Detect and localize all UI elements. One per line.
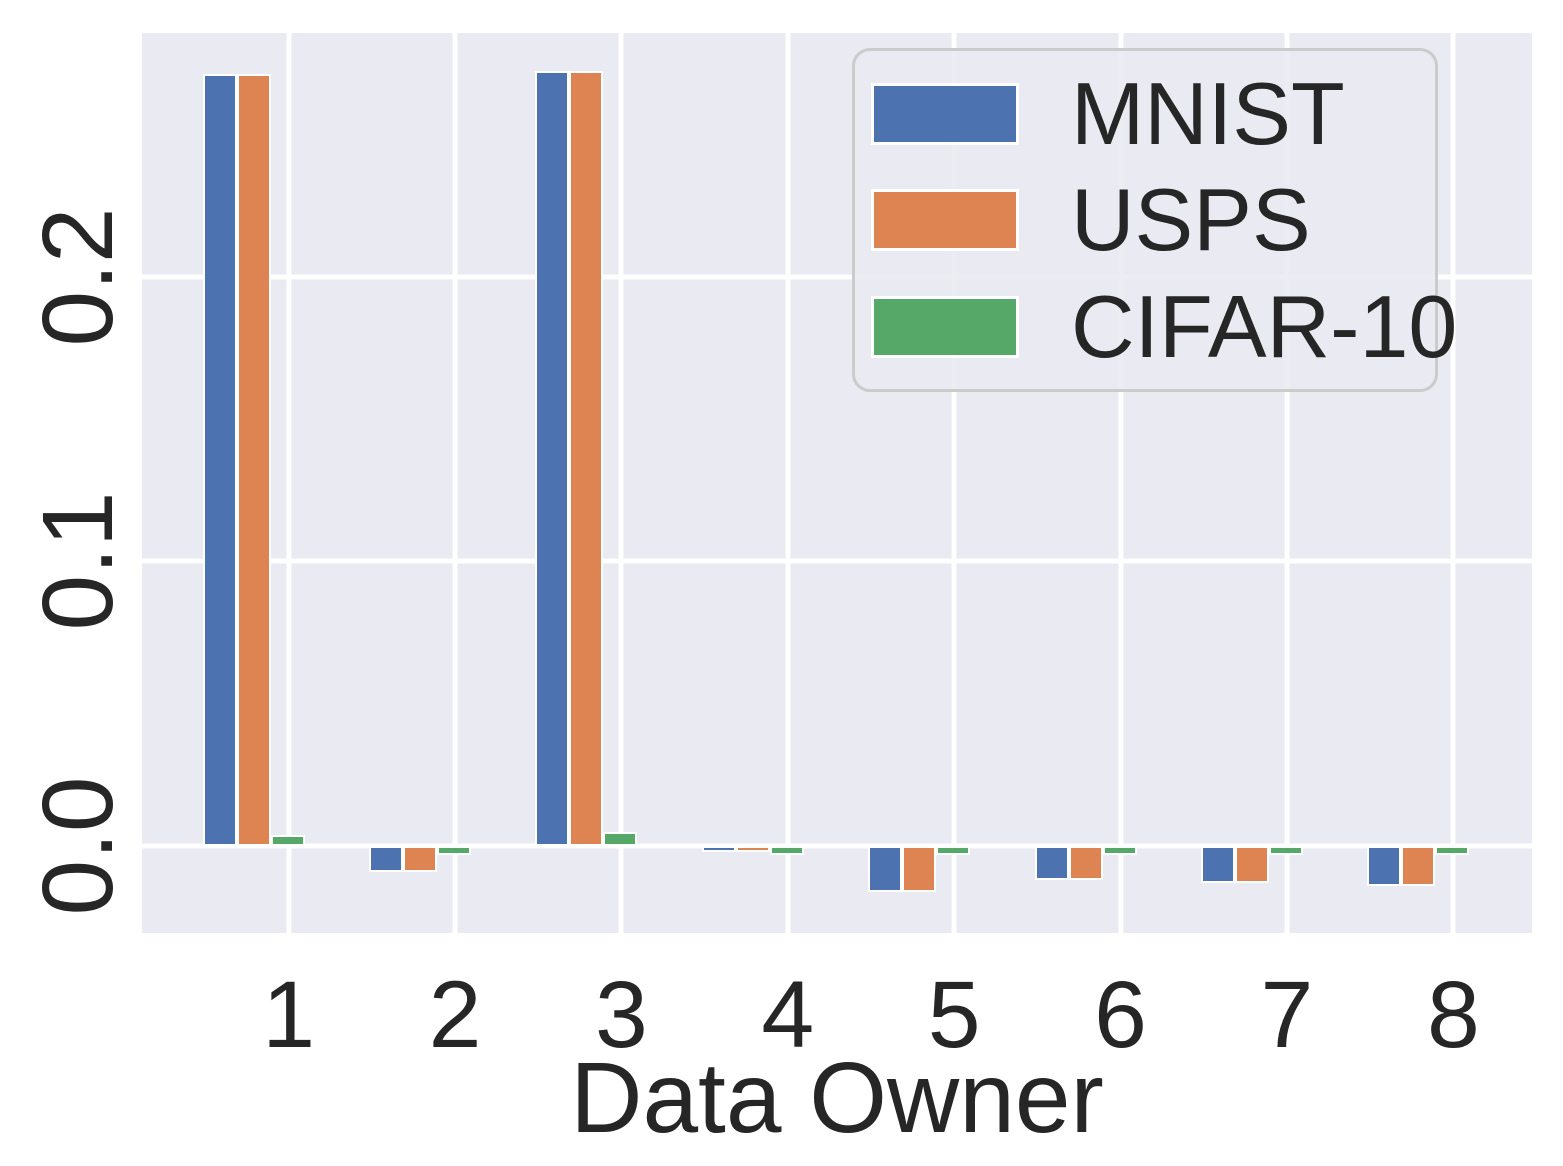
y-tick-label-0.2: 0.2 — [22, 206, 134, 347]
bar-USPS-owner-3 — [569, 71, 604, 847]
gridline-x-2 — [452, 33, 458, 933]
x-tick-label-1: 1 — [262, 962, 316, 1068]
legend-swatch-USPS — [871, 189, 1019, 251]
bar-USPS-owner-1 — [236, 74, 271, 847]
x-tick-label-8: 8 — [1426, 962, 1480, 1068]
gridline-x-6 — [1118, 33, 1124, 933]
x-tick-label-4: 4 — [761, 962, 815, 1068]
bar-MNIST-owner-1 — [202, 74, 237, 847]
bar-MNIST-owner-4 — [701, 846, 736, 852]
bar-CIFAR-10-owner-3 — [603, 831, 638, 847]
x-tick-label-5: 5 — [927, 962, 981, 1068]
gridline-x-1 — [286, 33, 292, 933]
bar-MNIST-owner-8 — [1367, 846, 1402, 886]
bar-CIFAR-10-owner-5 — [936, 846, 971, 855]
bar-CIFAR-10-owner-1 — [270, 834, 305, 847]
gridline-x-7 — [1284, 33, 1290, 933]
legend-label-CIFAR-10: CIFAR-10 — [1071, 276, 1458, 376]
x-tick-label-2: 2 — [428, 962, 482, 1068]
bar-MNIST-owner-2 — [369, 846, 404, 872]
gridline-y-0.1 — [142, 558, 1532, 564]
bar-CIFAR-10-owner-8 — [1435, 846, 1470, 855]
x-tick-label-3: 3 — [595, 962, 648, 1068]
bar-USPS-owner-6 — [1068, 846, 1103, 881]
x-axis-label: Data Owner — [570, 1042, 1104, 1154]
gridline-y-0.2 — [142, 274, 1532, 279]
bar-MNIST-owner-5 — [868, 846, 903, 892]
legend-swatch-CIFAR-10 — [871, 295, 1019, 358]
bar-MNIST-owner-7 — [1200, 846, 1235, 884]
x-tick-label-6: 6 — [1094, 962, 1148, 1068]
x-tick-label-7: 7 — [1260, 962, 1314, 1068]
bar-MNIST-owner-3 — [535, 71, 570, 847]
legend-label-USPS: USPS — [1071, 170, 1311, 269]
bar-MNIST-owner-6 — [1034, 846, 1069, 881]
legend-item-CIFAR-10: CIFAR-10 — [855, 282, 1457, 371]
bar-USPS-owner-7 — [1234, 846, 1269, 884]
legend-label-MNIST: MNIST — [1071, 63, 1345, 163]
bar-USPS-owner-5 — [902, 846, 937, 892]
bar-CIFAR-10-owner-7 — [1268, 846, 1303, 855]
bar-CIFAR-10-owner-6 — [1102, 846, 1137, 855]
bar-USPS-owner-2 — [403, 846, 438, 872]
gridline-x-3 — [618, 33, 624, 933]
legend-item-USPS: USPS — [855, 176, 1435, 264]
y-tick-label-0.0: 0.0 — [22, 776, 134, 916]
bar-CIFAR-10-owner-2 — [437, 846, 472, 855]
bar-CIFAR-10-owner-4 — [769, 846, 804, 855]
gridline-x-5 — [951, 33, 957, 933]
legend: MNIST USPS CIFAR-10 — [852, 48, 1457, 392]
legend-swatch-MNIST — [871, 82, 1019, 145]
legend-item-MNIST: MNIST — [855, 63, 1435, 163]
bar-USPS-owner-4 — [735, 846, 770, 852]
bar-USPS-owner-8 — [1401, 846, 1436, 886]
y-tick-label-0.1: 0.1 — [22, 491, 134, 631]
gridline-x-4 — [785, 33, 791, 933]
gridline-y-0.0 — [142, 843, 1532, 849]
gridline-x-8 — [1450, 33, 1456, 933]
